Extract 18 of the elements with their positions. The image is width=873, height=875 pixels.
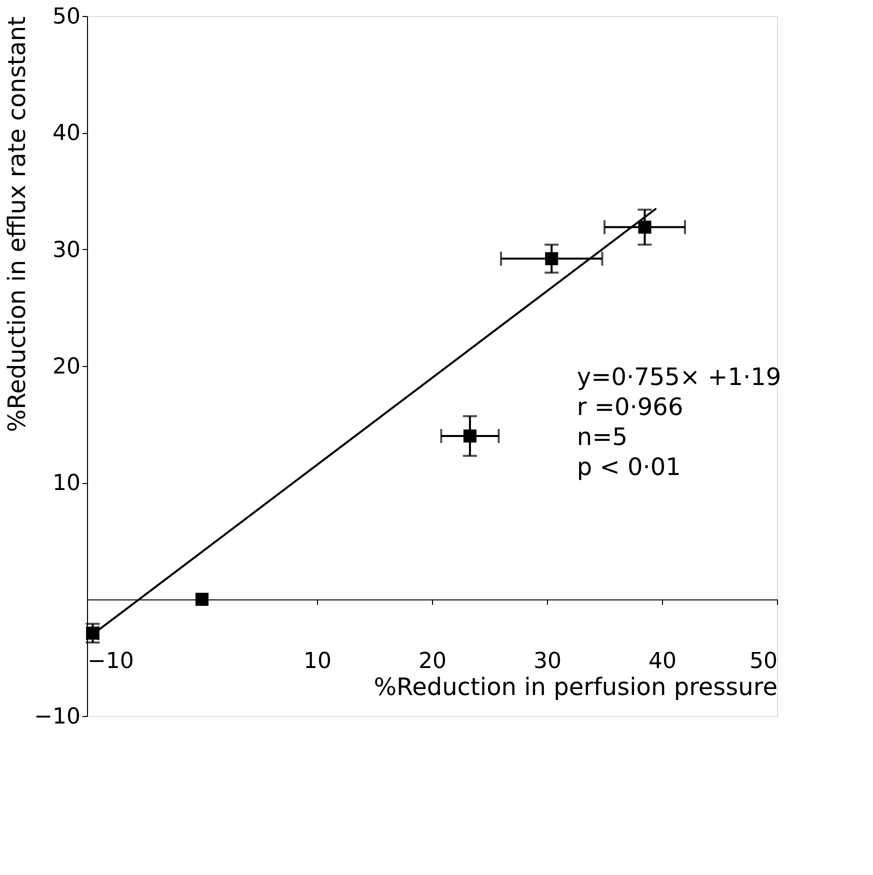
- y-tick-label: 10: [52, 471, 80, 496]
- x-tick-label: 30: [534, 648, 562, 674]
- x-tick-label: 10: [304, 648, 332, 674]
- y-tick-label: 50: [52, 4, 80, 30]
- x-tick-label: −10: [88, 648, 134, 674]
- annotation: r =0·966: [576, 393, 684, 421]
- x-tick-label: 20: [418, 648, 446, 674]
- y-tick-label: 40: [52, 121, 80, 146]
- y-axis-title: %Reduction in efflux rate constant: [3, 16, 32, 432]
- y-tick-label: −10: [34, 704, 80, 730]
- x-tick-label: 40: [648, 648, 676, 674]
- annotation: y=0·755× +1·19: [576, 363, 782, 391]
- annotation: n=5: [576, 423, 628, 451]
- y-tick-label: 20: [52, 354, 80, 380]
- x-tick-label: 50: [750, 648, 778, 674]
- x-axis-title: %Reduction in perfusion pressure: [374, 672, 778, 701]
- annotation: p < 0·01: [576, 453, 681, 481]
- y-tick-label: 30: [52, 238, 80, 263]
